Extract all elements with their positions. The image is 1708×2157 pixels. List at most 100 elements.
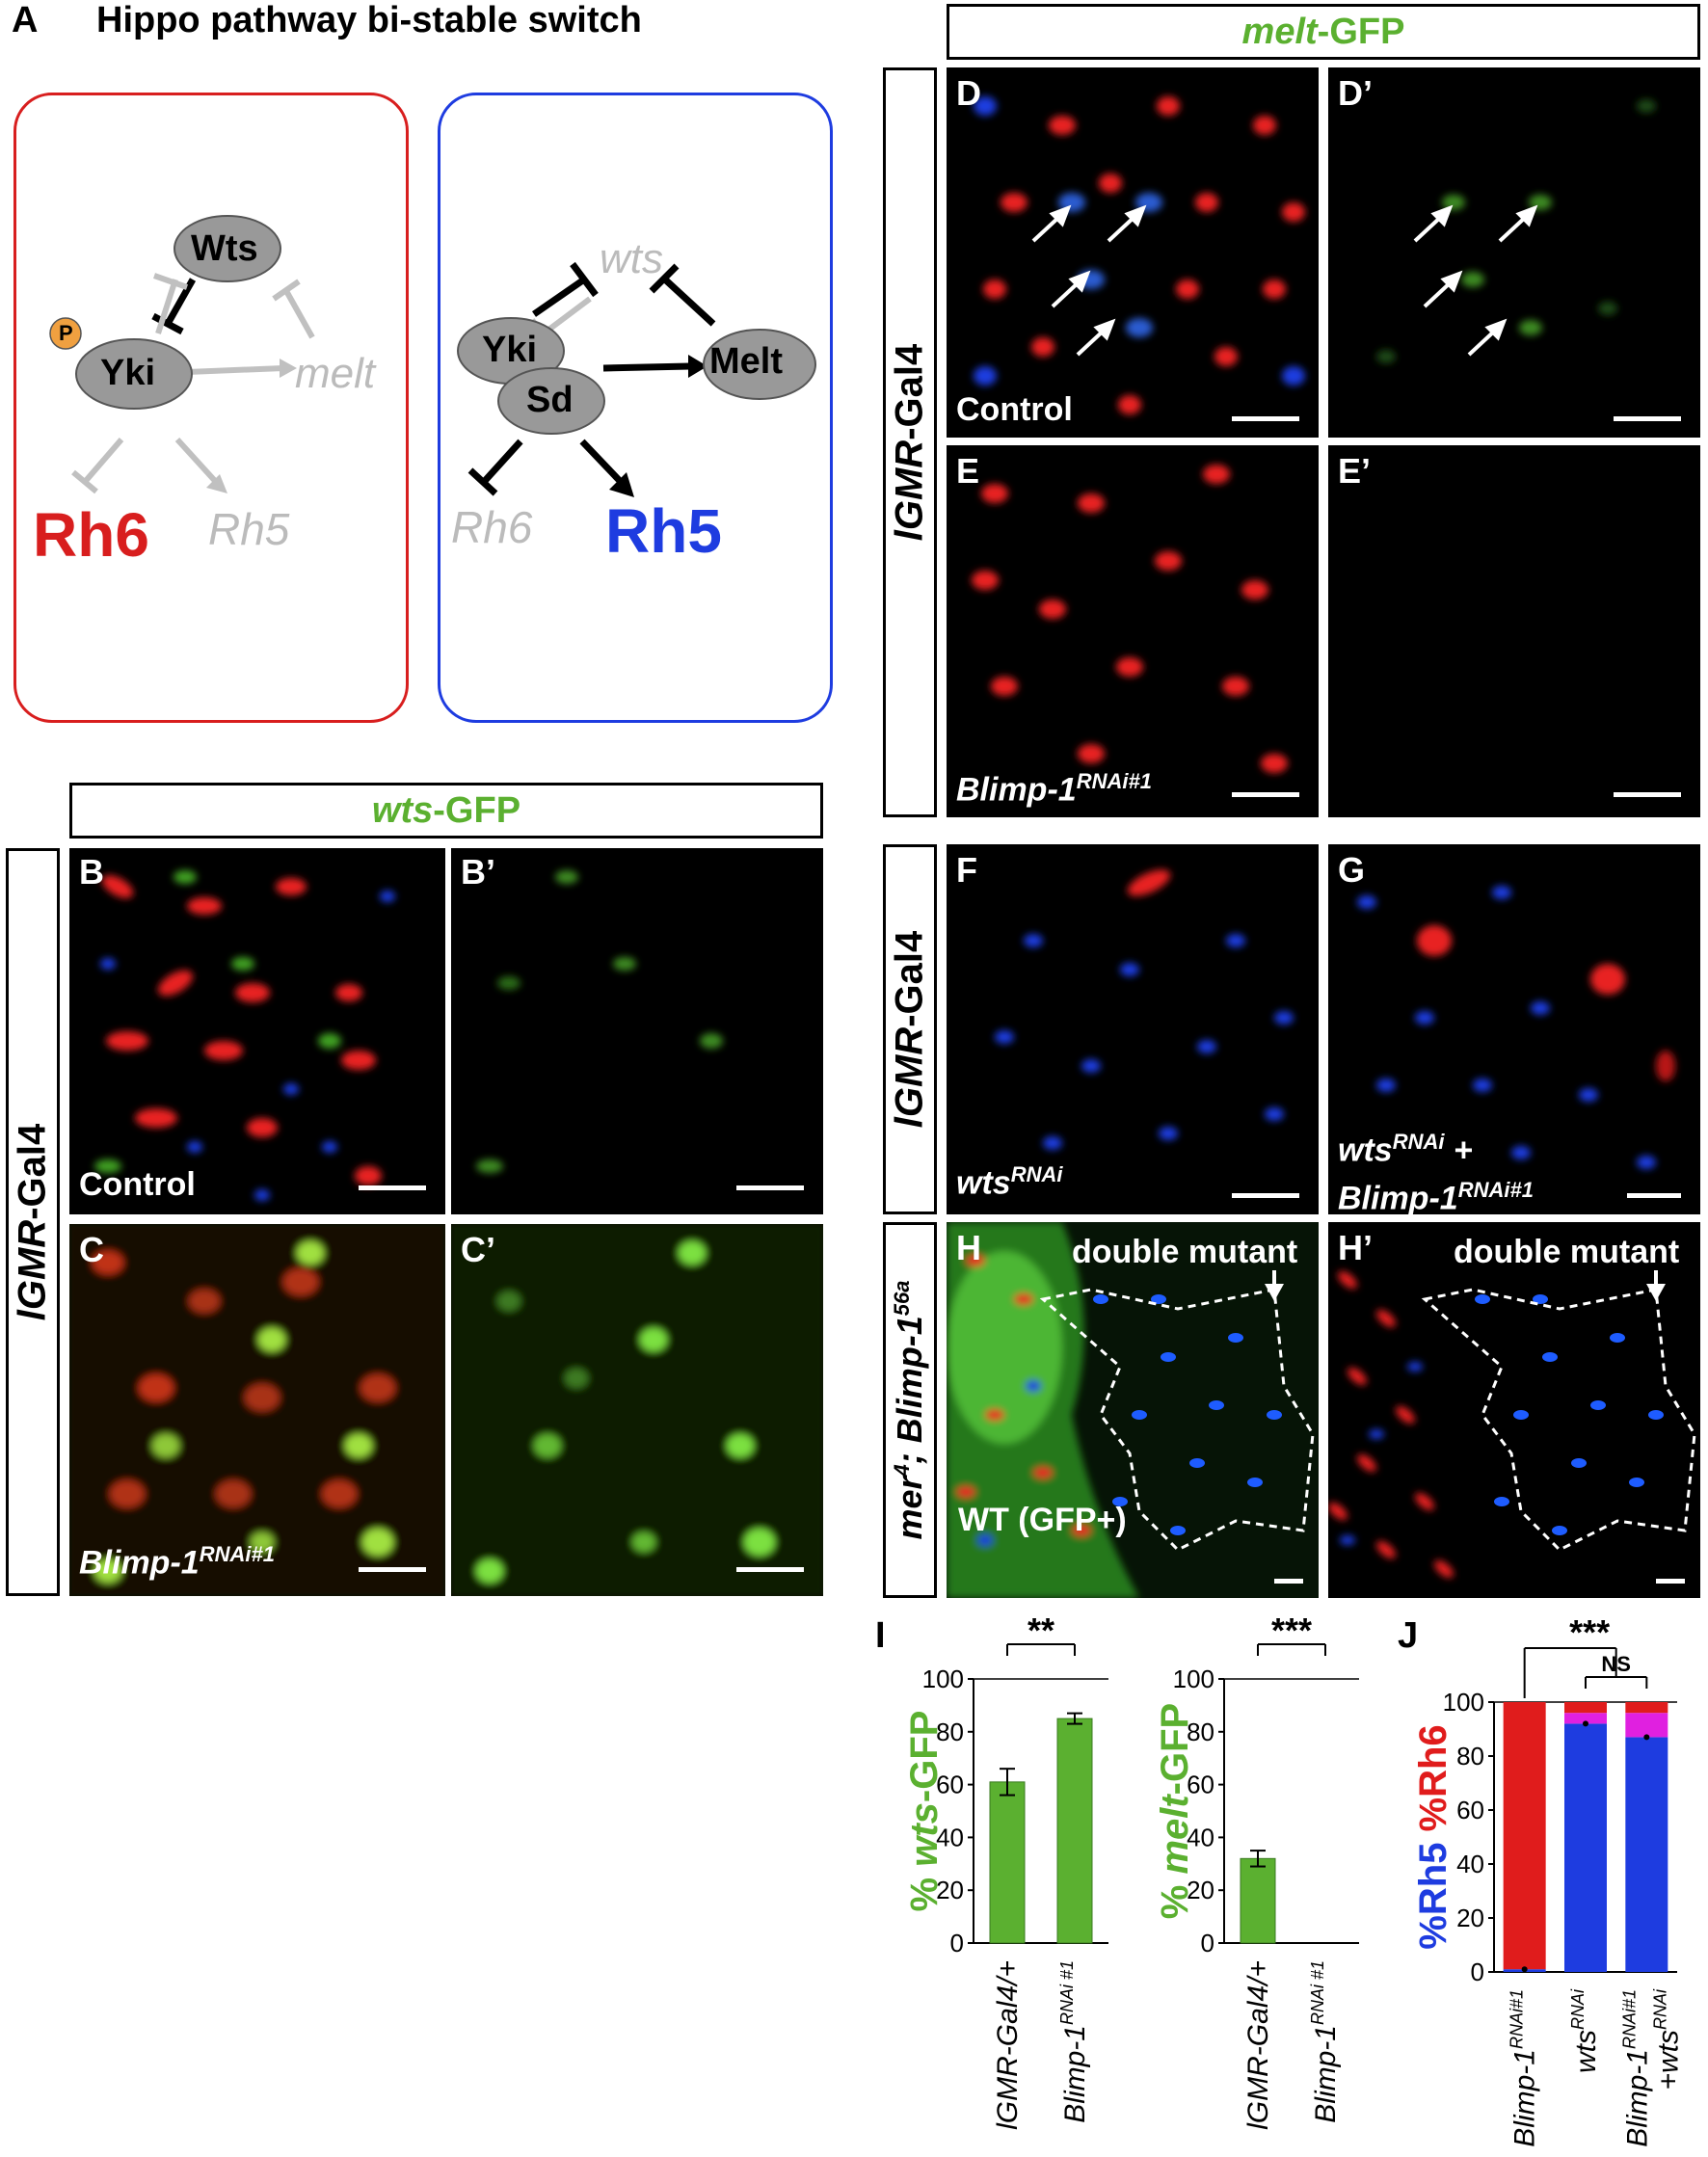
y-axis-label: %Rh5 %Rh6 xyxy=(1412,1724,1454,1949)
micrograph-c-blimp1-rnai: C Blimp-1RNAi#1 xyxy=(69,1224,445,1596)
panel-label-g: G xyxy=(1338,850,1366,890)
y-tick-label: 40 xyxy=(1187,1823,1214,1851)
chart-rh5-rh6: 0 20 40 60 80 100 %Rh5 %Rh6 Blimp-1RNAi#1 wtsRNA… xyxy=(1412,1615,1684,2147)
lgmr-gal4-side-label-de: lGMR-Gal4 xyxy=(883,67,937,817)
panel-label-j: J xyxy=(1398,1615,1419,1656)
scale-bar xyxy=(1232,1193,1299,1198)
significance-label: ** xyxy=(1027,1615,1054,1650)
panel-label-e-prime: E’ xyxy=(1338,451,1372,491)
scale-bar xyxy=(1232,416,1299,421)
micrograph-e-prime-blimp1-rnai: E’ xyxy=(1328,445,1700,817)
panel-label-b: B xyxy=(79,852,104,892)
wts-inhibits-yki-edge xyxy=(164,278,197,326)
melt-inhibits-wts-edge-right xyxy=(662,277,716,327)
y-tick-label: 20 xyxy=(1456,1904,1484,1932)
x-tick-label: +wtsRNAi xyxy=(1650,1988,1684,2090)
bar-segment-rh5-rh6 xyxy=(1625,1713,1668,1738)
panel-a-letter: A xyxy=(12,0,39,40)
bar-segment-rh5 xyxy=(1564,1723,1607,1972)
y-tick-label: 40 xyxy=(1456,1850,1484,1878)
caption-blimp1-rnai-e: Blimp-1RNAi#1 xyxy=(956,769,1152,809)
wts-gfp-header: wts -GFP xyxy=(69,783,823,839)
yki-activates-melt-edge xyxy=(186,365,284,375)
micrograph-g-wts-blimp1-rnai: G wtsRNAi + Blimp-1RNAi#1 xyxy=(1328,844,1700,1214)
melt-inhibits-wts-edge xyxy=(282,287,315,339)
y-tick-label: 60 xyxy=(1187,1771,1214,1799)
yki-node xyxy=(75,338,193,410)
rh5-state-diagram xyxy=(457,261,816,497)
chart-melt-gfp: 0 20 40 60 80 100 % melt-GFP lGMR-Gal4/+ Blimp-1… xyxy=(1154,1615,1359,2130)
wts-label-grey: wts xyxy=(600,235,663,282)
micrograph-e-blimp1-rnai: E Blimp-1RNAi#1 xyxy=(947,445,1319,817)
significance-label: NS xyxy=(1601,1652,1631,1676)
significance-label: *** xyxy=(1569,1615,1610,1652)
y-tick-label: 20 xyxy=(936,1876,964,1904)
y-tick-label: 100 xyxy=(922,1664,964,1693)
rh5-label-blue: Rh5 xyxy=(605,496,722,566)
mer4-blimp1-side-label-h: mer4; Blimp-156a xyxy=(883,1222,937,1598)
y-tick-label: 60 xyxy=(936,1771,964,1799)
y-tick-label: 100 xyxy=(1443,1688,1484,1717)
y-tick-label: 0 xyxy=(1471,1957,1484,1986)
yki-inhibits-wts-edge xyxy=(155,279,178,334)
yki-activates-melt-edge-right xyxy=(602,362,691,372)
panel-label-c-prime: C’ xyxy=(461,1230,495,1269)
panel-a-title: Hippo pathway bi-stable switch xyxy=(96,0,642,40)
rh6-label-grey: Rh6 xyxy=(451,502,533,552)
y-axis-label: % wts-GFP xyxy=(903,1711,946,1912)
error-marker xyxy=(1583,1720,1588,1727)
sd-inhibits-rh6-edge xyxy=(481,439,523,485)
bar-segment-rh5 xyxy=(1625,1737,1668,1972)
bar-segment-rh6 xyxy=(1503,1702,1546,1970)
x-tick-label: Blimp-1RNAi #1 xyxy=(1057,1960,1091,2123)
panel-label-h: H xyxy=(956,1228,981,1267)
melt-node-label: Melt xyxy=(709,341,783,382)
micrograph-c-prime-blimp1-rnai: C’ xyxy=(451,1224,823,1596)
bar-segment-rh6 xyxy=(1625,1702,1668,1714)
lgmr-gal4-side-label-bc: lGMR-Gal4 xyxy=(6,848,60,1596)
x-tick-label: Blimp-1RNAi #1 xyxy=(1308,1960,1342,2123)
y-tick-label: 20 xyxy=(1187,1876,1214,1904)
caption-control-b: Control xyxy=(79,1166,196,1203)
x-tick-label: Blimp-1RNAi#1 xyxy=(1619,1989,1653,2147)
panel-label-d-prime: D’ xyxy=(1338,73,1373,113)
melt-gfp-header: melt -GFP xyxy=(947,4,1700,60)
scale-bar xyxy=(1627,1193,1681,1198)
panel-label-d: D xyxy=(956,73,981,113)
rh6-label-red: Rh6 xyxy=(33,500,149,570)
bar-segment-rh6 xyxy=(1564,1702,1607,1714)
melt-label-grey: melt xyxy=(295,350,376,397)
sd-node xyxy=(497,367,605,435)
lgmr-gal4-side-label-fg: lGMR-Gal4 xyxy=(883,844,937,1214)
sd-activates-rh5-edge xyxy=(579,439,624,485)
wts-inhibits-yki-edge-right xyxy=(542,296,592,336)
yki-activates-rh5-edge xyxy=(174,437,219,485)
wts-node-label: Wts xyxy=(191,228,258,269)
x-tick-label: lGMR-Gal4/+ xyxy=(992,1960,1024,2130)
scale-bar xyxy=(1614,792,1681,797)
phospho-label: P xyxy=(59,321,73,345)
panel-label-e: E xyxy=(956,451,980,491)
x-tick-label: wtsRNAi xyxy=(1568,1988,1602,2073)
y-tick-label: 80 xyxy=(1456,1742,1484,1771)
scale-bar xyxy=(1232,792,1299,797)
rh5-label-grey: Rh5 xyxy=(208,504,290,554)
scale-bar xyxy=(1274,1579,1303,1584)
yki-inhibits-wts-edge-right xyxy=(532,277,586,317)
caption-double-mutant-h-prime: double mutant xyxy=(1454,1234,1680,1270)
yki-node-label: Yki xyxy=(100,353,156,393)
wts-node xyxy=(173,215,281,282)
caption-wt-gfp: WT (GFP+) xyxy=(958,1502,1127,1538)
y-tick-label: 80 xyxy=(936,1718,964,1746)
x-tick-label: Blimp-1RNAi#1 xyxy=(1508,1989,1541,2147)
scale-bar xyxy=(736,1567,804,1572)
error-marker xyxy=(1643,1734,1650,1741)
y-tick-label: 0 xyxy=(1201,1929,1214,1957)
sd-node-label: Sd xyxy=(526,380,574,420)
yki-inhibits-rh6-edge xyxy=(82,438,124,484)
caption-wts-blimp1-rnai-g: wtsRNAi + Blimp-1RNAi#1 xyxy=(1338,1130,1534,1214)
micrograph-h-double-mutant: H double mutant WT (GFP+) xyxy=(947,1222,1319,1598)
scale-bar xyxy=(1656,1579,1685,1584)
x-tick-label: lGMR-Gal4/+ xyxy=(1242,1960,1274,2130)
y-tick-label: 80 xyxy=(1187,1718,1214,1746)
